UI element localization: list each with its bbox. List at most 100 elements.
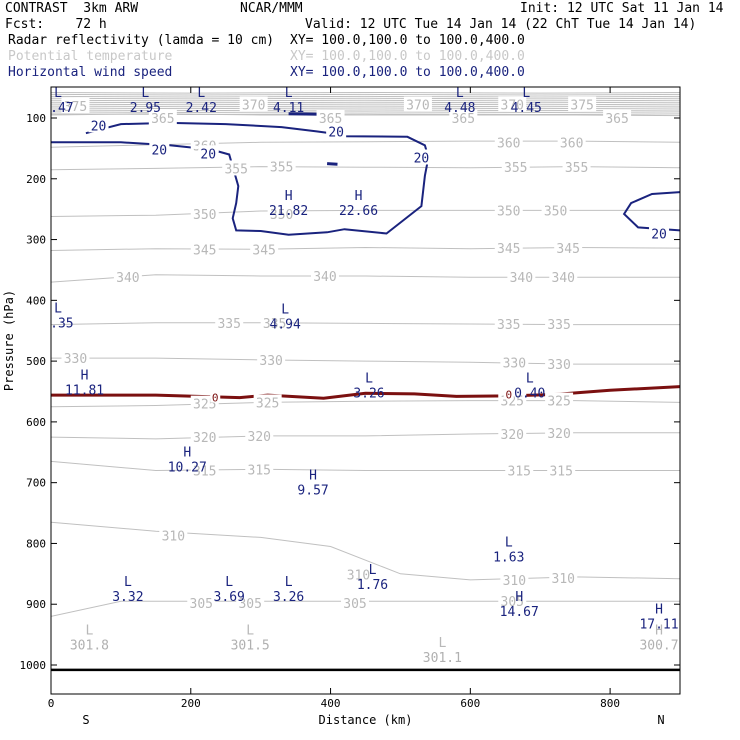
wind-extremum-value: 10.27 — [168, 461, 207, 476]
x-tick-label: 200 — [181, 697, 201, 710]
wind-extremum-value: 4.45 — [511, 101, 542, 116]
theta-contour-345 — [51, 246, 680, 251]
theta-label: 315 — [508, 465, 531, 480]
theta-label-bg — [236, 595, 265, 611]
theta-extremum-low-marker: L — [86, 624, 94, 639]
y-tick-label: 1000 — [20, 659, 47, 672]
theta-label: 310 — [503, 574, 526, 589]
y-tick-label: 400 — [26, 294, 46, 307]
theta-label-bg — [341, 595, 370, 611]
theta-label-bg — [541, 202, 570, 218]
theta-label-bg — [260, 314, 289, 330]
wind-label-bg — [649, 225, 670, 241]
theta-contour-320 — [51, 432, 680, 440]
theta-label-bg — [403, 96, 432, 112]
y-tick-label: 200 — [26, 173, 46, 186]
theta-label-bg — [61, 350, 90, 366]
freezing-label: 0 — [212, 392, 219, 405]
theta-label: 330 — [503, 356, 526, 371]
theta-extremum-value: 300.7 — [639, 639, 678, 654]
theta-label-bg — [494, 134, 523, 150]
theta-label-bg — [245, 427, 274, 443]
theta-label: 330 — [64, 352, 87, 367]
theta-contour-350 — [51, 209, 680, 217]
theta-extremum-value: 301.8 — [70, 639, 109, 654]
theta-label-bg — [554, 240, 583, 256]
wind-extremum-value: 3.26 — [353, 386, 384, 401]
wind-extremum-value: 1.76 — [357, 578, 388, 593]
theta-label-bg — [562, 159, 591, 175]
wind-extremum-high-marker: H — [655, 602, 663, 617]
theta-contour-upper — [51, 111, 680, 114]
theta-label: 345 — [252, 243, 275, 258]
theta-label: 335 — [217, 317, 240, 332]
theta-label-bg — [498, 426, 527, 442]
theta-label-bg — [449, 110, 478, 125]
wind-extremum-value: 2.42 — [186, 101, 217, 116]
theta-label: 305 — [501, 595, 524, 610]
wind-extremum-low-marker: L — [505, 536, 513, 551]
theta-label: 325 — [256, 396, 279, 411]
theta-label: 360 — [497, 136, 520, 151]
theta-extremum-low-marker: L — [438, 636, 446, 651]
theta-label-bg — [547, 462, 576, 478]
theta-label: 305 — [343, 597, 366, 612]
theta-label-bg — [507, 269, 536, 285]
y-tick-label: 500 — [26, 355, 46, 368]
wind-extremum-high-marker: H — [309, 469, 317, 484]
y-axis-title: Pressure (hPa) — [2, 290, 16, 391]
y-tick-label: 600 — [26, 416, 46, 429]
theta-label-bg — [190, 429, 219, 445]
theta-extremum-value: 301.1 — [423, 651, 462, 666]
forecast-hour: Fcst: 72 h — [5, 17, 107, 32]
theta-label-bg — [310, 268, 339, 284]
wind-extremum-value: 4.11 — [273, 101, 304, 116]
theta-extremum-value: 301.5 — [231, 639, 270, 654]
theta-label: 320 — [193, 431, 216, 446]
theta-contour-315 — [51, 460, 680, 472]
theta-label-bg — [190, 241, 219, 257]
theta-label-bg — [250, 241, 279, 257]
theta-contour-upper — [51, 93, 680, 96]
wind-extremum-high-marker: H — [355, 189, 363, 204]
theta-label: 335 — [263, 317, 286, 332]
x-tick-label: 400 — [321, 697, 341, 710]
wind-extremum-low-marker: L — [141, 86, 149, 101]
theta-contour-340 — [51, 274, 680, 283]
theta-label: 365 — [605, 112, 628, 127]
freezing-label-bg — [210, 391, 221, 403]
theta-label: 365 — [319, 112, 342, 127]
theta-label: 355 — [270, 161, 293, 176]
wind-extremum-high-marker: H — [515, 590, 523, 605]
theta-label-bg — [494, 240, 523, 256]
theta-label: 370 — [242, 99, 265, 114]
theta-label-bg — [568, 96, 597, 112]
wind-extremum-low-marker: L — [285, 86, 293, 101]
wind-extremum-value: 22.66 — [339, 204, 378, 219]
wind-label: 20 — [328, 125, 344, 140]
theta-label: 340 — [313, 270, 336, 285]
theta-label: 350 — [497, 204, 520, 219]
wind-extremum-value: 3.26 — [273, 590, 304, 605]
wind-label: 20 — [200, 147, 216, 162]
wind-extremum-low-marker: L — [225, 575, 233, 590]
x-tick-label: 800 — [600, 697, 620, 710]
bottom-margin — [51, 695, 681, 740]
wind-extremum-value: 4.48 — [444, 101, 475, 116]
freezing-label-bg — [503, 388, 514, 400]
theta-label-bg — [113, 269, 142, 285]
theta-label-bg — [190, 462, 219, 478]
wind-extremum-high-marker: H — [183, 446, 191, 461]
theta-label: 370 — [406, 99, 429, 114]
theta-label: 345 — [497, 242, 520, 257]
theta-label: 345 — [556, 242, 579, 257]
field-theta-name: Potential temperature — [8, 49, 173, 64]
wind-extremum-value: 11.81 — [65, 383, 104, 398]
theta-label-bg — [603, 110, 632, 125]
wind-extremum-high-marker: H — [285, 189, 293, 204]
theta-label-bg — [545, 316, 574, 332]
theta-label-bg — [159, 527, 188, 543]
theta-label-bg — [239, 96, 268, 112]
theta-label: 310 — [552, 572, 575, 587]
theta-contour-upper — [51, 91, 680, 94]
